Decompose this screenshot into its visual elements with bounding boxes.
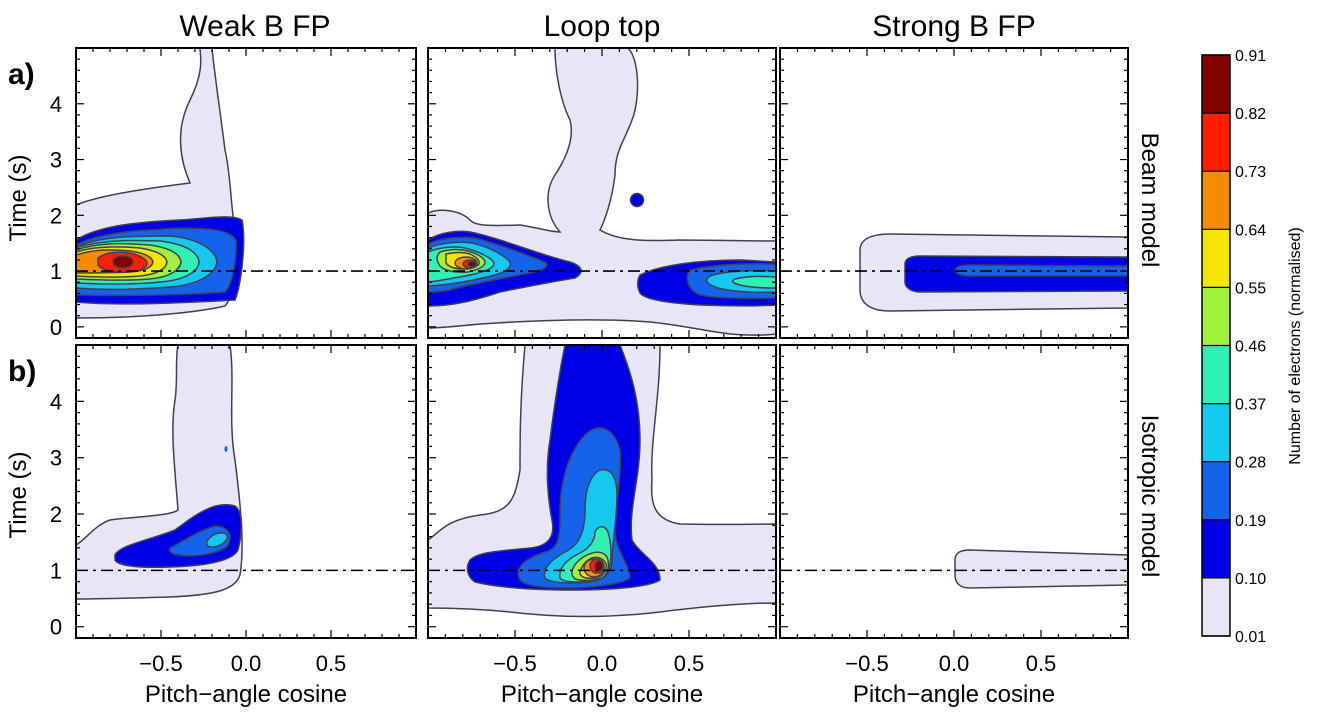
colorbar-label-2: 0.19 xyxy=(1235,513,1266,530)
y-tick-label: 0 xyxy=(50,615,62,640)
colorbar-swatch-3 xyxy=(1202,403,1230,462)
reference-lines xyxy=(76,270,1128,572)
panel-beam-loop-top xyxy=(428,48,776,336)
x-tick-label: −0.5 xyxy=(139,651,182,676)
colorbar-frame xyxy=(1201,54,1231,637)
contour-level-9 xyxy=(594,560,604,572)
y-axis-label-top: Time (s) xyxy=(5,154,32,241)
axis-ticks: 0 1 2 3 4 0 1 2 3 4 −0.5 0.0 0.5 −0.5 0.0 0.5 −0.5 0.0 0.5 xyxy=(50,47,1129,676)
colorbar-label-3: 0.28 xyxy=(1235,455,1266,472)
x-tick-label: 0.5 xyxy=(316,651,347,676)
contour-level-2 xyxy=(168,525,231,557)
x-axis-label-1: Pitch−angle cosine xyxy=(145,681,347,708)
colorbar-label-6: 0.55 xyxy=(1235,280,1266,297)
panel-iso-strong-b-fp xyxy=(954,549,1128,589)
colorbar-swatch-2 xyxy=(1202,461,1230,520)
y-tick-label: 1 xyxy=(50,259,62,284)
x-tick-label: 0.0 xyxy=(587,651,618,676)
colorbar-label-4: 0.37 xyxy=(1235,397,1266,414)
y-tick-label: 4 xyxy=(50,389,62,414)
y-tick-label: 2 xyxy=(50,203,62,228)
colorbar-swatch-5 xyxy=(1202,287,1230,346)
colorbar-label-5: 0.46 xyxy=(1235,339,1266,356)
y-tick-label: 1 xyxy=(50,558,62,583)
row-label-b: b) xyxy=(8,355,36,388)
contour-level-4b xyxy=(731,275,776,289)
colorbar-label-9: 0.82 xyxy=(1235,106,1266,123)
colorbar-swatch-6 xyxy=(1202,229,1230,288)
colorbar-label-7: 0.64 xyxy=(1235,222,1266,239)
x-axis-label-2: Pitch−angle cosine xyxy=(501,681,703,708)
contour-level-3 xyxy=(205,532,229,548)
panel-beam-weak-b-fp xyxy=(76,48,245,319)
y-tick-label: 3 xyxy=(50,148,62,173)
x-axis-label-3: Pitch−angle cosine xyxy=(853,681,1055,708)
panel-iso-weak-b-fp xyxy=(76,345,243,600)
side-label-isotropic-model: Isotropic model xyxy=(1136,415,1163,578)
y-axis-label-bottom: Time (s) xyxy=(5,451,32,538)
row-label-a: a) xyxy=(8,58,35,91)
contour-level-0 xyxy=(954,549,1128,589)
y-tick-label: 3 xyxy=(50,446,62,471)
colorbar-swatch-4 xyxy=(1202,345,1230,404)
y-tick-label: 4 xyxy=(50,92,62,117)
column-title-loop-top: Loop top xyxy=(544,10,661,43)
side-label-beam-model: Beam model xyxy=(1136,133,1163,268)
colorbar-swatch-1 xyxy=(1202,519,1230,578)
contour-level-9 xyxy=(467,260,477,268)
x-tick-label: 0.0 xyxy=(231,651,262,676)
contour-speck xyxy=(224,446,228,452)
x-tick-label: −0.5 xyxy=(845,651,888,676)
x-tick-label: 0.5 xyxy=(1026,651,1057,676)
y-tick-label: 2 xyxy=(50,502,62,527)
contour-level-9 xyxy=(112,255,134,269)
colorbar-swatch-0 xyxy=(1202,577,1230,636)
x-tick-label: 0.0 xyxy=(939,651,970,676)
colorbar-label-0: 0.01 xyxy=(1235,629,1266,646)
x-tick-label: −0.5 xyxy=(493,651,536,676)
colorbar-label-8: 0.73 xyxy=(1235,164,1266,181)
colorbar-swatch-9 xyxy=(1202,55,1230,114)
colorbar-swatch-7 xyxy=(1202,171,1230,230)
column-title-weak-b-fp: Weak B FP xyxy=(179,10,330,43)
colorbar-label-1: 0.10 xyxy=(1235,571,1266,588)
colorbar-title: Number of electrons (normalised) xyxy=(1287,227,1304,464)
colorbar-swatch-8 xyxy=(1202,113,1230,172)
contour-blob xyxy=(629,192,645,208)
y-tick-label: 0 xyxy=(50,315,62,340)
column-title-strong-b-fp: Strong B FP xyxy=(872,10,1035,43)
panel-iso-loop-top xyxy=(428,345,776,618)
x-tick-label: 0.5 xyxy=(674,651,705,676)
panel-beam-strong-b-fp xyxy=(859,233,1128,312)
panel-frame-b-strong xyxy=(779,344,1129,639)
colorbar: 0.01 0.10 0.19 0.28 0.37 0.46 0.55 0.64 0.73 0.82… xyxy=(1201,48,1304,646)
colorbar-label-10: 0.91 xyxy=(1235,48,1266,65)
